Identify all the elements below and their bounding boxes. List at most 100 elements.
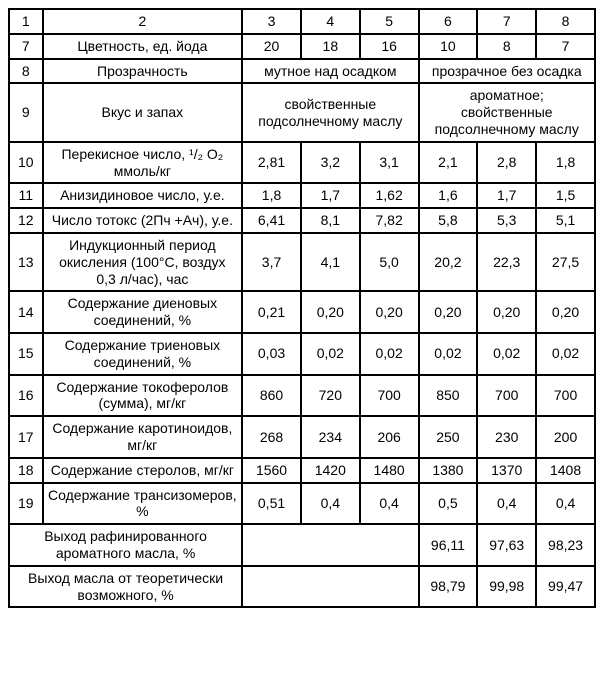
table-row: 19 Содержание трансизомеров, % 0,51 0,4 … [9,483,595,525]
cell: 7 [536,34,595,59]
cell: 700 [477,375,536,417]
table-row: Выход рафинированного ароматного масла, … [9,524,595,566]
cell: 1420 [301,458,360,483]
cell: 3,1 [360,142,419,184]
cell: 0,03 [242,333,301,375]
cell: 850 [419,375,478,417]
cell: 5,0 [360,233,419,291]
row-param: Прозрачность [43,59,243,84]
cell: 96,11 [419,524,478,566]
row-param: Индукционный период окисления (100°С, во… [43,233,243,291]
cell: 206 [360,416,419,458]
cell-merged-right: ароматное; свойственные подсолнечному ма… [419,83,595,141]
row-num: 8 [9,59,43,84]
row-num: 19 [9,483,43,525]
cell: 0,02 [360,333,419,375]
cell: 1,7 [301,183,360,208]
cell: 1,8 [536,142,595,184]
row-param: Анизидиновое число, у.е. [43,183,243,208]
table-row: 18 Содержание стеролов, мг/кг 1560 1420 … [9,458,595,483]
col-3: 3 [242,9,301,34]
cell: 1370 [477,458,536,483]
cell: 0,20 [419,291,478,333]
cell-merged-left: свойственные подсолнечному маслу [242,83,418,141]
table-row: 8 Прозрачность мутное над осадком прозра… [9,59,595,84]
cell: 720 [301,375,360,417]
cell: 1480 [360,458,419,483]
table-row: Выход масла от теоретически возможного, … [9,566,595,608]
cell: 97,63 [477,524,536,566]
cell: 0,02 [536,333,595,375]
col-4: 4 [301,9,360,34]
cell: 16 [360,34,419,59]
cell: 0,51 [242,483,301,525]
cell: 8,1 [301,208,360,233]
cell: 0,02 [477,333,536,375]
cell: 1,7 [477,183,536,208]
cell: 234 [301,416,360,458]
cell: 98,79 [419,566,478,608]
table-row: 9 Вкус и запах свойственные подсолнечном… [9,83,595,141]
cell: 8 [477,34,536,59]
cell: 0,21 [242,291,301,333]
table-row: 15 Содержание триеновых соединений, % 0,… [9,333,595,375]
table-row: 17 Содержание каротиноидов, мг/кг 268 23… [9,416,595,458]
col-7: 7 [477,9,536,34]
header-row: 1 2 3 4 5 6 7 8 [9,9,595,34]
table-row: 14 Содержание диеновых соединений, % 0,2… [9,291,595,333]
cell: 0,02 [301,333,360,375]
cell: 1560 [242,458,301,483]
cell-empty [242,524,418,566]
cell-merged-left: мутное над осадком [242,59,418,84]
cell: 22,3 [477,233,536,291]
cell: 200 [536,416,595,458]
row-param: Выход рафинированного ароматного масла, … [9,524,242,566]
row-param: Содержание трансизомеров, % [43,483,243,525]
row-num: 9 [9,83,43,141]
cell: 3,7 [242,233,301,291]
row-num: 17 [9,416,43,458]
row-num: 11 [9,183,43,208]
table-row: 12 Число тотокс (2Пч +Ач), у.е. 6,41 8,1… [9,208,595,233]
cell: 7,82 [360,208,419,233]
table-row: 11 Анизидиновое число, у.е. 1,8 1,7 1,62… [9,183,595,208]
cell: 0,4 [477,483,536,525]
row-num: 10 [9,142,43,184]
cell: 99,98 [477,566,536,608]
row-param: Содержание токоферолов (сумма), мг/кг [43,375,243,417]
cell: 0,20 [477,291,536,333]
cell: 0,20 [536,291,595,333]
table-row: 16 Содержание токоферолов (сумма), мг/кг… [9,375,595,417]
cell: 1,6 [419,183,478,208]
row-num: 12 [9,208,43,233]
cell: 1,5 [536,183,595,208]
cell: 250 [419,416,478,458]
cell-empty [242,566,418,608]
row-param: Число тотокс (2Пч +Ач), у.е. [43,208,243,233]
row-param: Вкус и запах [43,83,243,141]
row-param: Выход масла от теоретически возможного, … [9,566,242,608]
table-row: 7 Цветность, ед. йода 20 18 16 10 8 7 [9,34,595,59]
cell: 5,3 [477,208,536,233]
cell: 0,20 [301,291,360,333]
cell: 20,2 [419,233,478,291]
cell: 1,8 [242,183,301,208]
cell: 98,23 [536,524,595,566]
cell: 268 [242,416,301,458]
col-1: 1 [9,9,43,34]
cell: 1380 [419,458,478,483]
cell: 3,2 [301,142,360,184]
row-param: Содержание триеновых соединений, % [43,333,243,375]
cell: 700 [536,375,595,417]
col-5: 5 [360,9,419,34]
cell: 0,4 [536,483,595,525]
row-param: Перекисное число, ¹/₂ О₂ ммоль/кг [43,142,243,184]
row-num: 13 [9,233,43,291]
cell: 2,1 [419,142,478,184]
cell: 0,02 [419,333,478,375]
cell: 860 [242,375,301,417]
oil-properties-table: 1 2 3 4 5 6 7 8 7 Цветность, ед. йода 20… [8,8,596,608]
cell: 5,1 [536,208,595,233]
row-num: 18 [9,458,43,483]
row-param: Содержание стеролов, мг/кг [43,458,243,483]
